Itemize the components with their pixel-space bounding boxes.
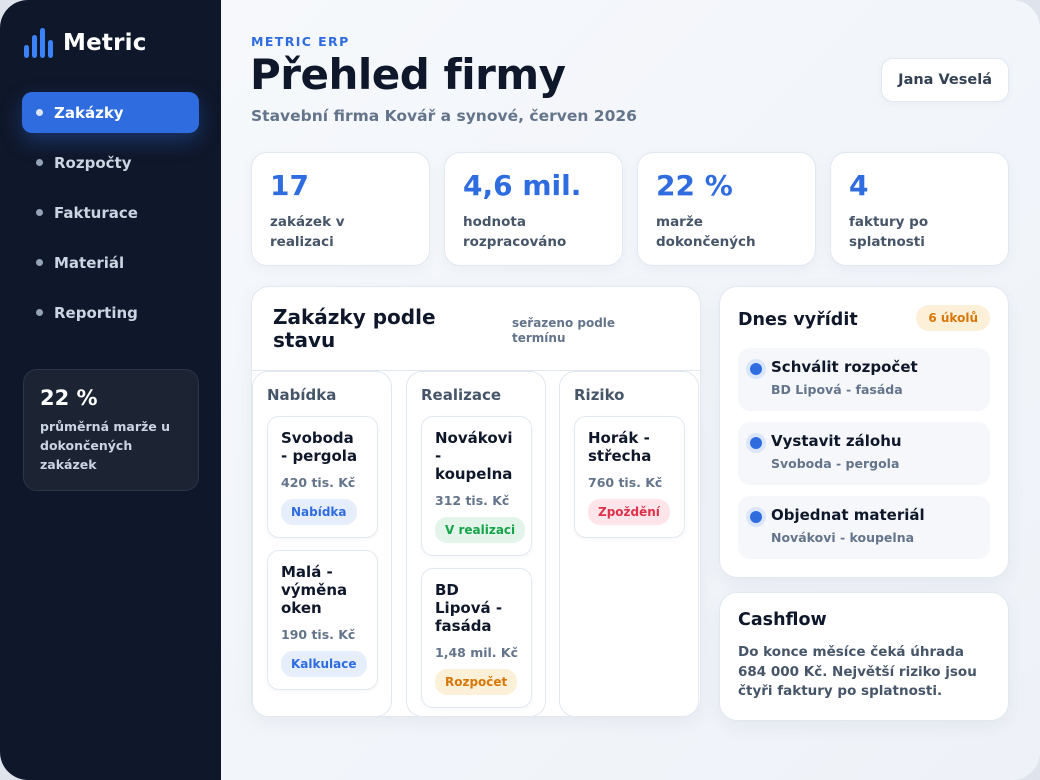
sidebar-item-label: Reporting — [54, 303, 138, 322]
todo-panel: Dnes vyřídit 6 úkolů Schválit rozpočet B… — [719, 286, 1009, 578]
status-badge: Rozpočet — [435, 669, 518, 695]
kpi-label: marže dokončených — [656, 214, 756, 250]
cashflow-text: Do konce měsíce čeká úhrada 684 000 Kč. … — [738, 644, 977, 699]
status-badge: Kalkulace — [281, 651, 367, 677]
task-item[interactable]: Objednat materiál Novákovi - koupelna — [738, 496, 990, 559]
sidebar: Metric Zakázky Rozpočty Fakturace Materi… — [0, 0, 221, 780]
main-content: METRIC ERP Přehled firmy Stavební firma … — [221, 0, 1040, 780]
task-item[interactable]: Schválit rozpočet BD Lipová - fasáda — [738, 348, 990, 411]
task-title: Schválit rozpočet — [771, 358, 918, 376]
kanban-column-riziko: Riziko Horák - střecha 760 tis. Kč Zpožd… — [559, 371, 699, 716]
bullet-icon — [36, 159, 43, 166]
task-subtitle: Novákovi - koupelna — [771, 530, 915, 545]
sidebar-item-label: Rozpočty — [54, 153, 132, 172]
job-card[interactable]: Horák - střecha 760 tis. Kč Zpoždění — [574, 416, 685, 538]
kanban-column-realizace: Realizace Novákovi - koupelna 312 tis. K… — [406, 371, 546, 716]
brand-name: Metric — [63, 30, 147, 56]
board-header: Zakázky podle stavu seřazeno podle termí… — [252, 287, 700, 371]
task-title: Objednat materiál — [771, 506, 925, 524]
kpi-card[interactable]: 4 faktury po splatnosti — [830, 152, 1009, 266]
bullet-icon — [36, 259, 43, 266]
bullet-icon — [36, 109, 43, 116]
task-item[interactable]: Vystavit zálohu Svoboda - pergola — [738, 422, 990, 485]
kpi-card[interactable]: 17 zakázek v realizaci — [251, 152, 430, 266]
job-name: Malá - výměna oken — [281, 563, 348, 617]
job-amount: 420 tis. Kč — [281, 475, 356, 490]
task-subtitle: Svoboda - pergola — [771, 456, 900, 471]
margin-summary-card: 22 % průměrná marže u dokončených zakáze… — [23, 369, 199, 491]
column-title: Nabídka — [267, 386, 337, 404]
bar-chart-logo-icon — [24, 28, 53, 58]
sidebar-item-fakturace[interactable]: Fakturace — [22, 192, 199, 233]
sidebar-item-label: Materiál — [54, 253, 125, 272]
todo-title: Dnes vyřídit — [738, 310, 858, 330]
bullet-icon — [36, 209, 43, 216]
kpi-row: 17 zakázek v realizaci 4,6 mil. hodnota … — [251, 152, 1009, 266]
margin-summary-label: průměrná marže u dokončených zakázek — [40, 419, 170, 472]
job-card[interactable]: Svoboda - pergola 420 tis. Kč Nabídka — [267, 416, 378, 538]
job-amount: 760 tis. Kč — [588, 475, 663, 490]
job-card[interactable]: BD Lipová - fasáda 1,48 mil. Kč Rozpočet — [421, 568, 532, 708]
board-sort-note[interactable]: seřazeno podle termínu — [512, 316, 616, 345]
task-count-badge: 6 úkolů — [916, 305, 990, 331]
kpi-value: 4 — [849, 169, 869, 202]
board-title: Zakázky podle stavu — [273, 305, 436, 352]
kpi-card[interactable]: 4,6 mil. hodnota rozpracováno — [444, 152, 623, 266]
page-title: Přehled firmy — [250, 50, 566, 99]
sidebar-item-label: Fakturace — [54, 203, 138, 222]
task-subtitle: BD Lipová - fasáda — [771, 382, 903, 397]
job-amount: 312 tis. Kč — [435, 493, 510, 508]
kanban-column-nabidka: Nabídka Svoboda - pergola 420 tis. Kč Na… — [252, 371, 392, 716]
status-badge: Nabídka — [281, 499, 357, 525]
page-eyebrow: METRIC ERP — [251, 34, 350, 49]
kpi-card[interactable]: 22 % marže dokončených — [637, 152, 816, 266]
column-title: Realizace — [421, 386, 502, 404]
kpi-value: 17 — [270, 169, 309, 202]
job-name: BD Lipová - fasáda — [435, 581, 503, 635]
job-card[interactable]: Malá - výměna oken 190 tis. Kč Kalkulace — [267, 550, 378, 690]
sidebar-item-zakazky[interactable]: Zakázky — [22, 92, 199, 133]
kpi-value: 22 % — [656, 169, 733, 202]
status-badge: Zpoždění — [588, 499, 670, 525]
kpi-label: zakázek v realizaci — [270, 214, 345, 250]
job-amount: 190 tis. Kč — [281, 627, 356, 642]
sidebar-nav: Zakázky Rozpočty Fakturace Materiál Repo… — [22, 92, 199, 333]
kanban-board: Zakázky podle stavu seřazeno podle termí… — [251, 286, 701, 717]
sidebar-item-material[interactable]: Materiál — [22, 242, 199, 283]
margin-summary-value: 22 % — [40, 386, 98, 410]
sidebar-item-reporting[interactable]: Reporting — [22, 292, 199, 333]
page-subtitle: Stavební firma Kovář a synové, červen 20… — [251, 107, 637, 125]
column-title: Riziko — [574, 386, 625, 404]
kpi-value: 4,6 mil. — [463, 169, 582, 202]
job-amount: 1,48 mil. Kč — [435, 645, 518, 660]
brand[interactable]: Metric — [22, 28, 199, 58]
cashflow-title: Cashflow — [738, 610, 827, 630]
user-menu-button[interactable]: Jana Veselá — [881, 58, 1009, 102]
task-bullet-icon — [750, 363, 762, 375]
kpi-label: hodnota rozpracováno — [463, 214, 567, 250]
job-name: Svoboda - pergola — [281, 429, 358, 465]
task-title: Vystavit zálohu — [771, 432, 902, 450]
status-badge: V realizaci — [435, 517, 526, 543]
task-bullet-icon — [750, 511, 762, 523]
cashflow-panel: Cashflow Do konce měsíce čeká úhrada 684… — [719, 592, 1009, 721]
sidebar-item-rozpocty[interactable]: Rozpočty — [22, 142, 199, 183]
bullet-icon — [36, 309, 43, 316]
job-card[interactable]: Novákovi - koupelna 312 tis. Kč V realiz… — [421, 416, 532, 556]
sidebar-item-label: Zakázky — [54, 103, 124, 122]
kpi-label: faktury po splatnosti — [849, 214, 929, 250]
task-bullet-icon — [750, 437, 762, 449]
job-name: Horák - střecha — [588, 429, 652, 465]
job-name: Novákovi - koupelna — [435, 429, 513, 483]
